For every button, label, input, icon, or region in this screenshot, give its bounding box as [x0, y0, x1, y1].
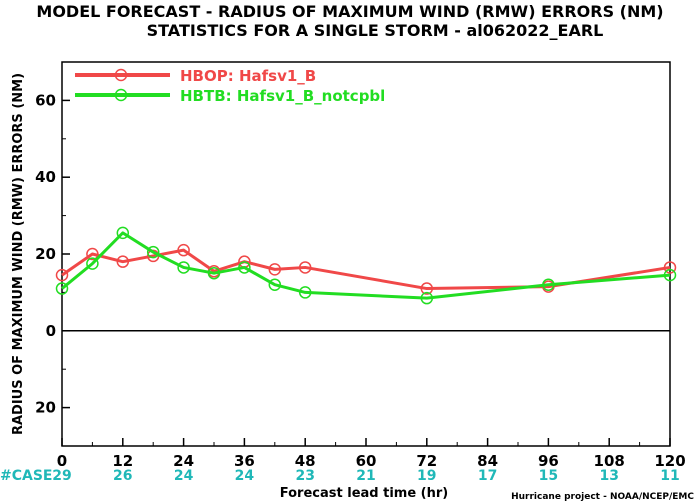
y-tick-label: 40 [35, 168, 56, 186]
series-2-point [420, 291, 434, 305]
y-tick-label: 0 [46, 322, 56, 340]
series-lines [55, 226, 677, 305]
y-axis-ticks: 20 0 20 40 60 [35, 61, 70, 447]
chart-title-line2: STATISTICS FOR A SINGLE STORM - al062022… [147, 21, 604, 40]
x-axis-label: Forecast lead time (hr) [280, 486, 448, 501]
y-tick-label: 20 [35, 245, 56, 263]
series-2-point [663, 268, 677, 282]
series-2-point [542, 278, 555, 291]
y-tick-label: 20 [35, 399, 56, 417]
series-1-point [116, 255, 130, 268]
case-count: 15 [539, 468, 558, 484]
series-2-point [207, 266, 221, 280]
series-2-point [86, 257, 99, 270]
case-count: 29 [52, 468, 71, 484]
x-tick-label: 36 [234, 452, 255, 470]
series-2-point [55, 282, 69, 295]
credit-text: Hurricane project - NOAA/NCEP/EMC [511, 492, 694, 502]
x-tick-label: 96 [538, 452, 559, 470]
legend-label-2: HBTB: Hafsv1_B_notcpbl [180, 87, 385, 105]
series-1-point [268, 263, 282, 276]
series-1-point [663, 261, 677, 274]
y-axis-label: RADIUS OF MAXIMUM WIND (RMW) ERRORS (NM) [11, 73, 26, 435]
series-2-point [146, 245, 160, 259]
series-line-2 [61, 231, 671, 300]
series-2-point [298, 286, 312, 299]
legend: HBOP: Hafsv1_B HBTB: Hafsv1_B_notcpbl [75, 67, 385, 105]
series-1-point [86, 247, 99, 261]
x-tick-label: 84 [477, 452, 498, 470]
x-tick-label: 108 [594, 452, 625, 470]
series-2-point [238, 261, 251, 274]
case-count: 11 [660, 468, 679, 484]
legend-marker-1 [114, 68, 128, 82]
x-tick-label: 60 [356, 452, 377, 470]
case-count: 19 [417, 468, 436, 484]
series-1-point [55, 268, 69, 282]
series-1-point [177, 243, 190, 257]
series-1-point [420, 282, 434, 295]
x-tick-label: 12 [112, 452, 133, 470]
series-2-point [268, 278, 282, 291]
case-counts: 29 26 24 24 23 21 19 17 15 13 11 [52, 468, 679, 484]
case-count: 21 [356, 468, 375, 484]
case-count: 24 [235, 468, 255, 484]
x-tick-label: 0 [57, 452, 67, 470]
legend-label-1: HBOP: Hafsv1_B [180, 67, 316, 85]
x-tick-label: 72 [416, 452, 437, 470]
series-2-point [177, 261, 190, 274]
plot-area-frame [61, 61, 671, 447]
case-label: #CASE [0, 468, 53, 484]
case-count: 17 [478, 468, 497, 484]
case-count: 23 [295, 468, 314, 484]
legend-marker-2 [114, 88, 128, 102]
y-tick-label: 60 [35, 91, 56, 109]
x-axis-ticks: 0 12 24 36 48 60 72 84 96 108 120 [57, 438, 686, 470]
series-1-point [298, 261, 312, 274]
x-tick-label: 24 [173, 452, 194, 470]
x-tick-label: 48 [295, 452, 316, 470]
case-count: 26 [113, 468, 132, 484]
x-tick-label: 120 [654, 452, 685, 470]
case-count: 24 [174, 468, 194, 484]
case-count: 13 [599, 468, 618, 484]
chart-title-line1: MODEL FORECAST - RADIUS OF MAXIMUM WIND … [36, 2, 663, 21]
series-2-point [116, 226, 130, 240]
